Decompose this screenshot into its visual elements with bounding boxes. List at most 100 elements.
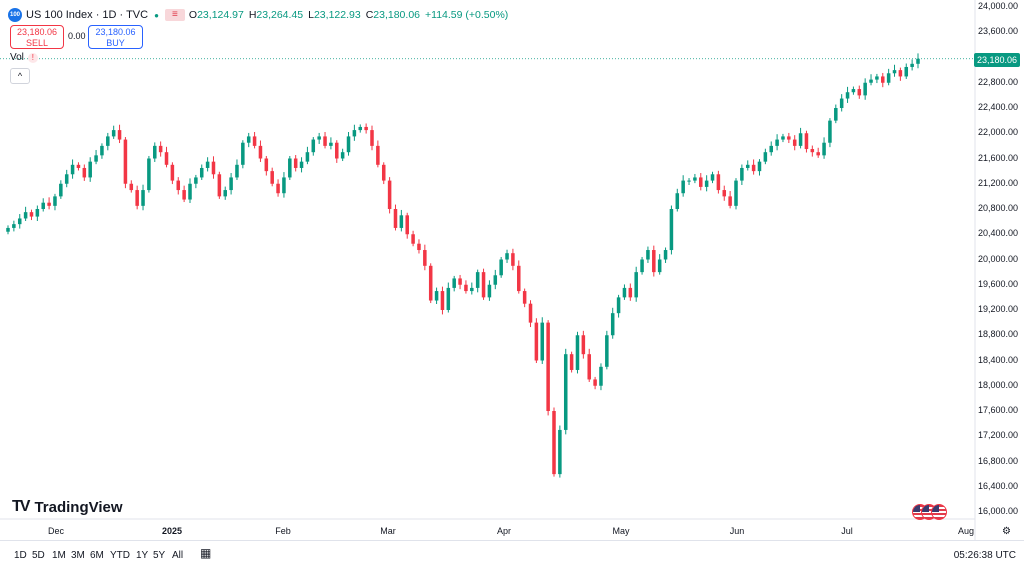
candle-body[interactable]: [117, 130, 122, 140]
us-flag-icon[interactable]: [931, 504, 947, 520]
candle-body[interactable]: [646, 250, 650, 260]
timeframe-button-ytd[interactable]: YTD: [110, 550, 130, 561]
candle-body[interactable]: [70, 164, 75, 175]
timeframe-button-6m[interactable]: 6M: [90, 550, 104, 561]
candle-body[interactable]: [446, 287, 451, 310]
candle-body[interactable]: [94, 155, 98, 162]
candle-body[interactable]: [610, 313, 615, 336]
candle-body[interactable]: [153, 145, 157, 159]
candle-body[interactable]: [458, 278, 462, 285]
candle-body[interactable]: [663, 250, 668, 260]
timeframe-button-5y[interactable]: 5Y: [153, 550, 166, 561]
timeframe-button-1y[interactable]: 1Y: [136, 550, 149, 561]
candle-body[interactable]: [763, 152, 768, 162]
date-range-icon[interactable]: ▦: [200, 546, 212, 560]
candle-body[interactable]: [710, 174, 715, 181]
candle-body[interactable]: [41, 202, 45, 209]
candle-body[interactable]: [886, 73, 891, 83]
candle-body[interactable]: [59, 183, 63, 197]
candle-body[interactable]: [781, 136, 785, 140]
candle-body[interactable]: [704, 180, 709, 187]
candle-body[interactable]: [675, 193, 680, 209]
candle-body[interactable]: [164, 152, 169, 165]
candle-body[interactable]: [499, 259, 503, 276]
candle-body[interactable]: [393, 209, 398, 228]
candle-body[interactable]: [487, 284, 492, 298]
candle-body[interactable]: [569, 354, 574, 370]
candle-body[interactable]: [804, 133, 809, 150]
candle-body[interactable]: [716, 174, 721, 191]
candle-body[interactable]: [452, 278, 456, 288]
candle-body[interactable]: [370, 130, 374, 146]
candle-body[interactable]: [428, 265, 433, 301]
candle-body[interactable]: [699, 177, 703, 187]
candle-body[interactable]: [317, 136, 321, 140]
candle-body[interactable]: [35, 209, 40, 217]
chart-settings-icon[interactable]: ⚙: [1002, 526, 1011, 537]
candle-body[interactable]: [751, 164, 756, 172]
candle-body[interactable]: [734, 180, 738, 206]
candle-body[interactable]: [12, 224, 16, 228]
candle-body[interactable]: [839, 98, 844, 108]
candle-body[interactable]: [605, 335, 609, 367]
candle-body[interactable]: [745, 164, 750, 168]
candle-body[interactable]: [229, 177, 233, 191]
candle-body[interactable]: [264, 158, 269, 172]
candle-body[interactable]: [657, 259, 662, 273]
candle-body[interactable]: [904, 66, 909, 77]
candle-body[interactable]: [511, 253, 515, 266]
candle-body[interactable]: [182, 190, 186, 200]
candle-body[interactable]: [634, 272, 638, 298]
candle-body[interactable]: [722, 190, 727, 197]
candle-body[interactable]: [558, 429, 562, 475]
candle-body[interactable]: [417, 243, 421, 251]
candle-body[interactable]: [464, 284, 468, 292]
candle-body[interactable]: [910, 63, 914, 67]
candle-body[interactable]: [82, 167, 87, 178]
candle-body[interactable]: [387, 180, 392, 209]
candle-body[interactable]: [475, 272, 480, 288]
timeframe-button-3m[interactable]: 3M: [71, 550, 85, 561]
candle-body[interactable]: [857, 89, 862, 96]
candle-body[interactable]: [205, 161, 210, 168]
candle-body[interactable]: [681, 180, 685, 194]
candle-body[interactable]: [158, 145, 163, 153]
candle-body[interactable]: [358, 126, 363, 131]
candle-body[interactable]: [323, 136, 327, 146]
candle-body[interactable]: [534, 322, 539, 361]
candle-body[interactable]: [816, 152, 820, 156]
candle-body[interactable]: [123, 139, 128, 184]
candle-body[interactable]: [340, 152, 345, 159]
timeframe-button-1m[interactable]: 1M: [52, 550, 66, 561]
candle-body[interactable]: [17, 218, 22, 225]
candle-body[interactable]: [141, 190, 145, 206]
candle-body[interactable]: [399, 215, 404, 228]
candle-body[interactable]: [828, 120, 832, 143]
candle-body[interactable]: [740, 167, 744, 181]
volume-alert-icon[interactable]: !: [27, 52, 38, 63]
candle-body[interactable]: [693, 177, 697, 181]
candle-body[interactable]: [616, 297, 621, 314]
candle-body[interactable]: [129, 183, 134, 191]
candle-body[interactable]: [869, 79, 873, 83]
candle-body[interactable]: [528, 303, 533, 323]
candle-body[interactable]: [170, 164, 175, 181]
candle-body[interactable]: [111, 130, 116, 137]
utc-clock[interactable]: 05:26:38 UTC: [953, 550, 1016, 561]
candle-body[interactable]: [241, 142, 245, 165]
candle-body[interactable]: [798, 133, 803, 146]
timeframe-button-all[interactable]: All: [172, 550, 184, 561]
candle-body[interactable]: [47, 202, 51, 206]
candle-body[interactable]: [863, 82, 867, 96]
candle-body[interactable]: [540, 322, 545, 361]
candle-body[interactable]: [587, 354, 591, 380]
candle-body[interactable]: [669, 209, 674, 251]
candle-body[interactable]: [851, 89, 856, 93]
timeframe-button-5d[interactable]: 5D: [32, 550, 45, 561]
candle-body[interactable]: [53, 196, 57, 206]
candle-body[interactable]: [252, 136, 257, 146]
candle-body[interactable]: [29, 212, 34, 217]
candle-body[interactable]: [258, 145, 263, 159]
candle-body[interactable]: [106, 136, 110, 146]
legend-settings-icon[interactable]: ≡: [164, 9, 185, 21]
